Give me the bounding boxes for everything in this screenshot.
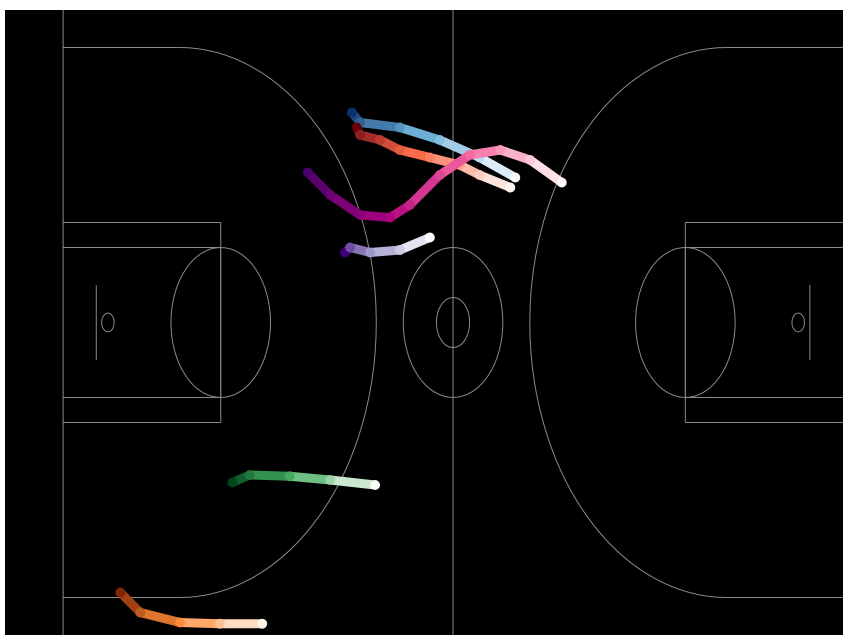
trajectory-point (325, 190, 336, 200)
trajectory-point (135, 607, 146, 618)
trajectory-point (244, 470, 255, 480)
trajectory-point (227, 477, 238, 488)
court-background (5, 10, 843, 635)
trajectory-point (495, 145, 506, 155)
trajectory-point (394, 122, 405, 133)
trajectory-segment (285, 471, 335, 485)
trajectory-point (284, 471, 295, 482)
trajectory-segment (475, 153, 520, 182)
trajectory-point (325, 475, 336, 485)
trajectories (115, 107, 567, 629)
trajectory-point (346, 107, 357, 118)
trajectory-point (345, 242, 356, 253)
trajectory-segment (355, 118, 405, 132)
trajectory-segment (475, 170, 515, 192)
trajectory-point (556, 177, 567, 188)
trajectory-point (510, 172, 521, 183)
trajectory-point (404, 200, 415, 210)
trajectory-point (474, 170, 485, 180)
free-throw-circle (170, 247, 272, 398)
trajectory-segment (175, 618, 225, 629)
trajectory-segment (325, 475, 380, 490)
trajectory-point (434, 170, 445, 180)
trajectory-point (355, 130, 366, 140)
trajectory-point (424, 152, 435, 163)
trajectory-point (464, 150, 475, 160)
trajectory-point (525, 155, 536, 165)
trajectory-point (214, 618, 225, 629)
trajectory-segment (395, 145, 435, 162)
three-point-arc (529, 47, 727, 598)
trajectory-segment (525, 155, 567, 187)
center-circle (402, 247, 504, 398)
trajectory-segment (495, 145, 535, 165)
trajectory-point (384, 212, 395, 223)
trajectory-point (257, 618, 268, 629)
hoop (101, 312, 115, 333)
trajectory-segment (435, 150, 475, 180)
court-lines (62, 10, 843, 635)
trajectory-segment (245, 470, 295, 481)
trajectory-segment (395, 233, 435, 255)
trajectory-point (505, 182, 516, 193)
trajectory-point (394, 245, 405, 255)
trajectory-point (424, 232, 435, 243)
trajectory-point (175, 617, 186, 628)
trajectory-segment (395, 123, 445, 145)
trajectory-segment (135, 608, 185, 627)
trajectory-point (370, 480, 381, 490)
three-point-arc (179, 47, 377, 598)
hoop (791, 312, 805, 333)
trajectory-point (355, 210, 366, 220)
trajectory-segment (405, 170, 445, 210)
trajectory-point (394, 145, 405, 155)
trajectory-point (115, 587, 126, 598)
trajectory-point (434, 135, 445, 145)
trajectory-point (375, 135, 386, 145)
trajectory-point (365, 247, 376, 258)
trajectory-point (302, 167, 313, 178)
trajectory-segment (325, 190, 365, 220)
free-throw-circle (635, 247, 736, 398)
center-circle-inner (435, 297, 471, 348)
trajectory-point (351, 122, 362, 133)
trajectory-segment (303, 168, 335, 200)
trajectory-segment (465, 145, 505, 160)
